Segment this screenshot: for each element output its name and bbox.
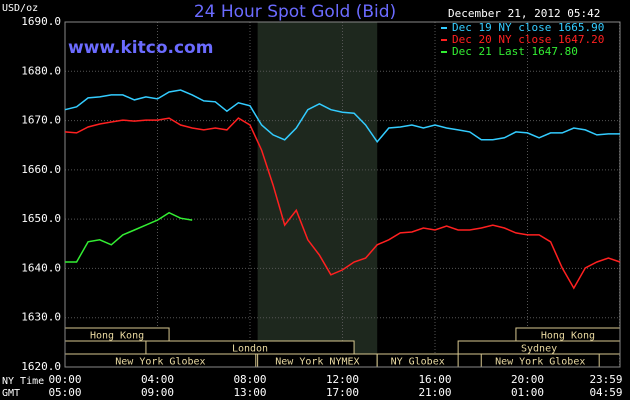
x2-axis-label: GMT xyxy=(2,388,20,399)
x-tick-label: 00:00 xyxy=(48,373,81,386)
session-label: Hong Kong xyxy=(90,331,144,342)
x-tick-label: 04:00 xyxy=(141,373,174,386)
session-label: New York NYMEX xyxy=(275,357,359,368)
x2-tick-label: 04:59 xyxy=(589,386,622,399)
x-tick-label: 20:00 xyxy=(511,373,544,386)
session-label: New York Globex xyxy=(115,357,205,368)
y-tick-label: 1650.0 xyxy=(21,212,61,225)
y-axis-label: USD/oz xyxy=(2,3,38,14)
x-tick-label: 16:00 xyxy=(418,373,451,386)
shaded-range xyxy=(257,22,378,367)
legend-label: Dec 21 Last 1647.80 xyxy=(452,45,578,58)
x2-tick-label: 05:00 xyxy=(48,386,81,399)
x2-tick-label: 17:00 xyxy=(326,386,359,399)
y-tick-label: 1630.0 xyxy=(21,311,61,324)
y-tick-label: 1670.0 xyxy=(21,114,61,127)
y-tick-label: 1640.0 xyxy=(21,261,61,274)
x2-tick-label: 01:00 xyxy=(511,386,544,399)
y-tick-label: 1620.0 xyxy=(21,360,61,373)
legend-label: Dec 20 NY close 1647.20 xyxy=(452,33,604,46)
session-label: New York Globex xyxy=(495,357,585,368)
plot-border xyxy=(64,21,621,368)
series-line xyxy=(64,117,621,290)
x2-tick-label: 13:00 xyxy=(233,386,266,399)
y-tick-label: 1660.0 xyxy=(21,163,61,176)
timestamp: December 21, 2012 05:42 xyxy=(448,7,600,20)
x-axis-label: NY Time xyxy=(2,376,44,387)
session-label: Sydney xyxy=(521,344,557,355)
x2-tick-label: 21:00 xyxy=(418,386,451,399)
session-label: Hong Kong xyxy=(541,331,595,342)
series-line xyxy=(64,89,620,144)
x-tick-label: 08:00 xyxy=(233,373,266,386)
x-tick-label: 23:59 xyxy=(589,373,622,386)
chart-title: 24 Hour Spot Gold (Bid) xyxy=(194,2,396,22)
y-tick-label: 1690.0 xyxy=(21,15,61,28)
session-label: London xyxy=(232,344,268,355)
session-label: NY Globex xyxy=(391,357,445,368)
legend-label: Dec 19 NY close 1665.90 xyxy=(452,21,604,34)
series-line xyxy=(65,211,193,263)
x-tick-label: 12:00 xyxy=(326,373,359,386)
site-url: www.kitco.com xyxy=(68,38,213,58)
y-tick-label: 1680.0 xyxy=(21,64,61,77)
x2-tick-label: 09:00 xyxy=(141,386,174,399)
